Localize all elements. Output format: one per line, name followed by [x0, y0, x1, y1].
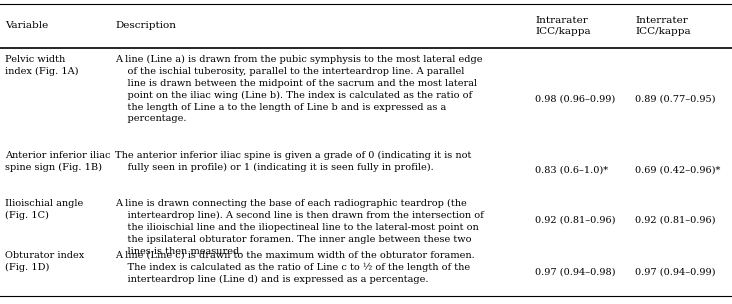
Text: 0.92 (0.81–0.96): 0.92 (0.81–0.96): [535, 216, 616, 225]
Text: Interrater
ICC/kappa: Interrater ICC/kappa: [635, 16, 690, 36]
Text: 0.69 (0.42–0.96)*: 0.69 (0.42–0.96)*: [635, 166, 720, 175]
Text: Variable: Variable: [5, 22, 48, 30]
Text: Description: Description: [115, 22, 176, 30]
Text: Intrarater
ICC/kappa: Intrarater ICC/kappa: [535, 16, 591, 36]
Text: 0.97 (0.94–0.98): 0.97 (0.94–0.98): [535, 268, 616, 277]
Text: Pelvic width
index (Fig. 1A): Pelvic width index (Fig. 1A): [5, 55, 78, 76]
Text: A line (Line c) is drawn to the maximum width of the obturator foramen.
    The : A line (Line c) is drawn to the maximum …: [115, 251, 475, 284]
Text: A line is drawn connecting the base of each radiographic teardrop (the
    inter: A line is drawn connecting the base of e…: [115, 199, 484, 255]
Text: 0.92 (0.81–0.96): 0.92 (0.81–0.96): [635, 216, 715, 225]
Text: 0.89 (0.77–0.95): 0.89 (0.77–0.95): [635, 95, 715, 103]
Text: Anterior inferior iliac
spine sign (Fig. 1B): Anterior inferior iliac spine sign (Fig.…: [5, 151, 111, 172]
Text: Ilioischial angle
(Fig. 1C): Ilioischial angle (Fig. 1C): [5, 199, 83, 220]
Text: A line (Line a) is drawn from the pubic symphysis to the most lateral edge
    o: A line (Line a) is drawn from the pubic …: [115, 55, 482, 123]
Text: 0.97 (0.94–0.99): 0.97 (0.94–0.99): [635, 268, 715, 277]
Text: 0.83 (0.6–1.0)*: 0.83 (0.6–1.0)*: [535, 166, 608, 175]
Text: The anterior inferior iliac spine is given a grade of 0 (indicating it is not
  : The anterior inferior iliac spine is giv…: [115, 151, 471, 172]
Text: Obturator index
(Fig. 1D): Obturator index (Fig. 1D): [5, 251, 84, 272]
Text: 0.98 (0.96–0.99): 0.98 (0.96–0.99): [535, 95, 616, 103]
